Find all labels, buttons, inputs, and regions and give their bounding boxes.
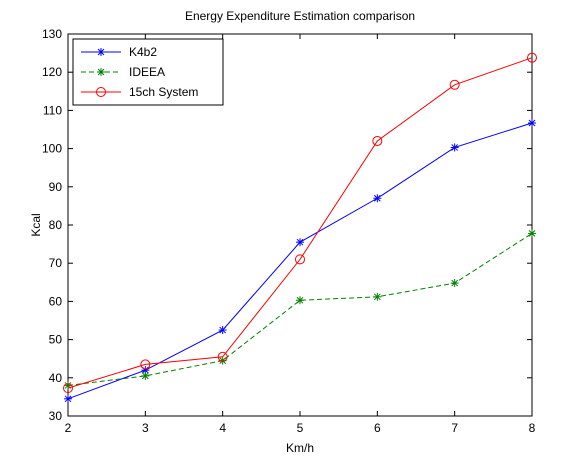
legend-label: 15ch System [129,85,198,99]
data-point-marker [296,238,304,247]
data-point-marker [373,194,382,203]
data-point-marker [528,119,536,128]
data-point-marker [449,79,460,90]
y-axis-label: Kcal [29,213,43,236]
x-tick-label: 5 [297,421,304,435]
y-tick-label: 40 [49,371,63,385]
data-point-marker [141,371,150,380]
x-tick-label: 4 [219,421,226,435]
data-point-marker [97,68,105,76]
legend: K4b2 IDEEA 15ch System [72,38,224,106]
data-point-marker [63,383,73,394]
data-point-marker [450,279,459,288]
series-15ch-system [63,52,537,394]
data-point-marker [372,135,383,146]
legend-entry: K4b2 [81,45,157,59]
y-tick-label: 130 [42,27,62,41]
axis-ticks: 2 3 4 5 6 7 8 30 40 50 60 70 80 90 100 110 120 130 [42,27,536,435]
data-point-marker [96,87,106,97]
data-point-marker [64,381,72,390]
y-tick-label: 100 [42,142,62,156]
x-tick-label: 3 [142,421,149,435]
y-tick-label: 120 [42,65,62,79]
y-tick-label: 50 [49,333,63,347]
x-tick-label: 2 [65,421,72,435]
data-point-marker [295,254,305,265]
legend-entry: 15ch System [81,85,198,99]
y-tick-label: 80 [49,218,63,232]
x-tick-label: 7 [451,421,458,435]
data-point-marker [450,143,459,152]
y-tick-label: 110 [43,103,62,117]
legend-entry: IDEEA [81,65,165,79]
y-tick-label: 70 [49,256,63,270]
series-k4b2 [64,119,536,403]
y-tick-label: 90 [49,180,63,194]
data-point-marker [527,52,537,63]
series-line [67,122,533,400]
y-tick-label: 60 [49,294,63,308]
data-point-marker [140,359,151,370]
series-layer [63,52,537,403]
legend-label: IDEEA [129,65,165,79]
series-ideea [64,229,536,390]
data-point-marker [528,229,536,238]
series-line [67,57,533,389]
data-point-marker [373,292,382,301]
x-tick-label: 6 [374,421,381,435]
data-point-marker [97,48,105,56]
data-point-marker [296,296,304,305]
legend-label: K4b2 [129,45,157,59]
y-tick-label: 30 [49,409,63,423]
data-point-marker [218,326,227,335]
x-tick-label: 8 [529,421,536,435]
data-point-marker [64,394,72,403]
series-line [67,232,533,386]
x-axis-label: Km/h [286,441,314,455]
chart-title: Energy Expenditure Estimation comparison [185,9,415,23]
data-point-marker [217,351,228,362]
